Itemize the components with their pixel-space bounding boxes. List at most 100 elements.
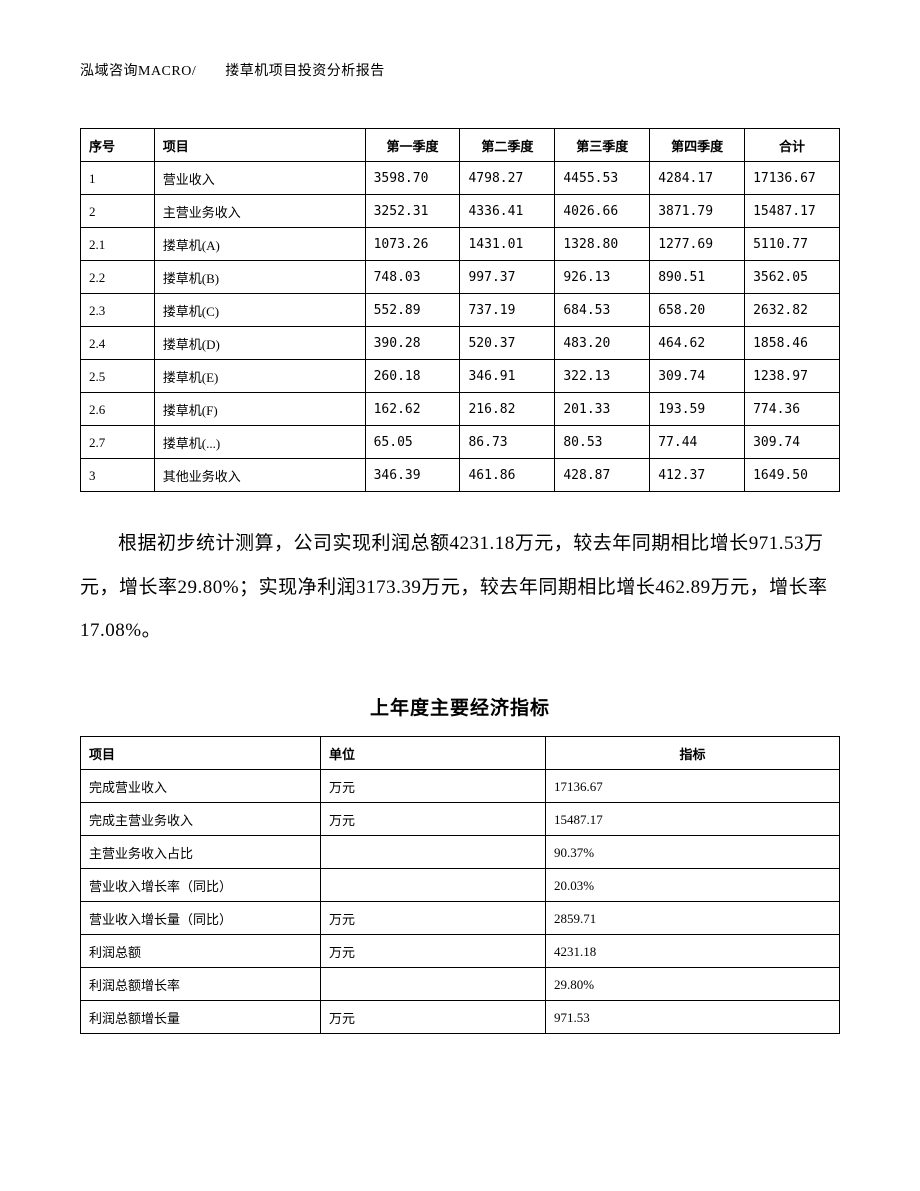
table-cell: 2.6	[81, 393, 155, 426]
table-cell: 搂草机(D)	[154, 327, 365, 360]
table-cell: 2.3	[81, 294, 155, 327]
table-cell: 2859.71	[546, 902, 840, 935]
table-cell: 3252.31	[365, 195, 460, 228]
table-cell: 322.13	[555, 360, 650, 393]
table-cell: 利润总额	[81, 935, 321, 968]
table-cell: 17136.67	[546, 770, 840, 803]
summary-paragraph: 根据初步统计测算，公司实现利润总额4231.18万元，较去年同期相比增长971.…	[80, 522, 840, 653]
table-row: 营业收入增长率（同比） 20.03%	[81, 869, 840, 902]
table-cell: 201.33	[555, 393, 650, 426]
table-row: 利润总额增长率29.80%	[81, 968, 840, 1001]
table-cell: 营业收入增长量（同比）	[81, 902, 321, 935]
table-row: 2.3搂草机(C)552.89737.19684.53658.202632.82	[81, 294, 840, 327]
table-row: 营业收入增长量（同比）万元2859.71	[81, 902, 840, 935]
col-header-total: 合计	[745, 129, 840, 162]
table-cell: 15487.17	[745, 195, 840, 228]
table-row: 3其他业务收入346.39461.86428.87412.371649.50	[81, 459, 840, 492]
table-cell: 完成主营业务收入	[81, 803, 321, 836]
table-cell: 2.4	[81, 327, 155, 360]
table-cell: 营业收入增长率（同比）	[81, 869, 321, 902]
table-row: 1营业收入3598.704798.274455.534284.1717136.6…	[81, 162, 840, 195]
col-header-value: 指标	[546, 737, 840, 770]
col-header-item: 项目	[154, 129, 365, 162]
table-row: 主营业务收入占比90.37%	[81, 836, 840, 869]
table-cell: 2	[81, 195, 155, 228]
table-cell: 万元	[321, 935, 546, 968]
table-cell: 2.5	[81, 360, 155, 393]
col-header-item: 项目	[81, 737, 321, 770]
table-cell: 1	[81, 162, 155, 195]
table-cell: 1431.01	[460, 228, 555, 261]
table-header-row: 序号 项目 第一季度 第二季度 第三季度 第四季度 合计	[81, 129, 840, 162]
table-cell: 1073.26	[365, 228, 460, 261]
col-header-unit: 单位	[321, 737, 546, 770]
table-cell: 309.74	[745, 426, 840, 459]
table-cell: 658.20	[650, 294, 745, 327]
table-cell: 17136.67	[745, 162, 840, 195]
table-cell: 3871.79	[650, 195, 745, 228]
table-row: 利润总额增长量万元971.53	[81, 1001, 840, 1034]
table-cell: 利润总额增长量	[81, 1001, 321, 1034]
table-cell: 万元	[321, 770, 546, 803]
indicators-table: 项目 单位 指标 完成营业收入万元17136.67完成主营业务收入万元15487…	[80, 736, 840, 1034]
table-row: 2.6搂草机(F)162.62216.82201.33193.59774.36	[81, 393, 840, 426]
table-cell: 890.51	[650, 261, 745, 294]
table-cell: 3598.70	[365, 162, 460, 195]
table-cell: 5110.77	[745, 228, 840, 261]
table-cell: 搂草机(F)	[154, 393, 365, 426]
table-cell: 3562.05	[745, 261, 840, 294]
table-cell: 86.73	[460, 426, 555, 459]
table-cell: 2.1	[81, 228, 155, 261]
table-row: 完成营业收入万元17136.67	[81, 770, 840, 803]
table-cell: 万元	[321, 803, 546, 836]
table-cell: 346.91	[460, 360, 555, 393]
table-cell: 3	[81, 459, 155, 492]
table-cell: 4231.18	[546, 935, 840, 968]
table-cell: 其他业务收入	[154, 459, 365, 492]
table-cell: 营业收入	[154, 162, 365, 195]
table-cell	[321, 869, 546, 902]
table-row: 利润总额万元4231.18	[81, 935, 840, 968]
table-cell: 80.53	[555, 426, 650, 459]
table-cell: 737.19	[460, 294, 555, 327]
table-row: 2.2搂草机(B)748.03997.37926.13890.513562.05	[81, 261, 840, 294]
table-cell: 412.37	[650, 459, 745, 492]
table-cell: 1858.46	[745, 327, 840, 360]
table-cell: 搂草机(C)	[154, 294, 365, 327]
table-cell: 346.39	[365, 459, 460, 492]
table-cell: 77.44	[650, 426, 745, 459]
table-cell: 1328.80	[555, 228, 650, 261]
table-cell: 2632.82	[745, 294, 840, 327]
table-cell: 428.87	[555, 459, 650, 492]
table-cell: 万元	[321, 1001, 546, 1034]
table-cell: 15487.17	[546, 803, 840, 836]
table-cell: 搂草机(B)	[154, 261, 365, 294]
table-cell	[321, 968, 546, 1001]
table-cell: 552.89	[365, 294, 460, 327]
table-row: 完成主营业务收入万元15487.17	[81, 803, 840, 836]
table-cell: 2.7	[81, 426, 155, 459]
table-cell: 216.82	[460, 393, 555, 426]
table-row: 2.5搂草机(E)260.18346.91322.13309.741238.97	[81, 360, 840, 393]
table-cell: 65.05	[365, 426, 460, 459]
table-cell: 1238.97	[745, 360, 840, 393]
table-row: 2.7搂草机(...)65.0586.7380.5377.44309.74	[81, 426, 840, 459]
section-title: 上年度主要经济指标	[80, 693, 840, 720]
table-row: 2主营业务收入3252.314336.414026.663871.7915487…	[81, 195, 840, 228]
table-cell: 1277.69	[650, 228, 745, 261]
table-cell: 搂草机(E)	[154, 360, 365, 393]
table-row: 2.1搂草机(A)1073.261431.011328.801277.69511…	[81, 228, 840, 261]
table-cell: 971.53	[546, 1001, 840, 1034]
table-cell: 390.28	[365, 327, 460, 360]
page-header: 泓域咨询MACRO/ 搂草机项目投资分析报告	[80, 60, 840, 80]
table-cell: 主营业务收入占比	[81, 836, 321, 869]
table-cell: 2.2	[81, 261, 155, 294]
table-cell: 926.13	[555, 261, 650, 294]
table-cell: 4798.27	[460, 162, 555, 195]
table-cell: 684.53	[555, 294, 650, 327]
table-cell: 主营业务收入	[154, 195, 365, 228]
table-cell: 193.59	[650, 393, 745, 426]
table-cell: 774.36	[745, 393, 840, 426]
table-cell: 20.03%	[546, 869, 840, 902]
table-cell: 748.03	[365, 261, 460, 294]
